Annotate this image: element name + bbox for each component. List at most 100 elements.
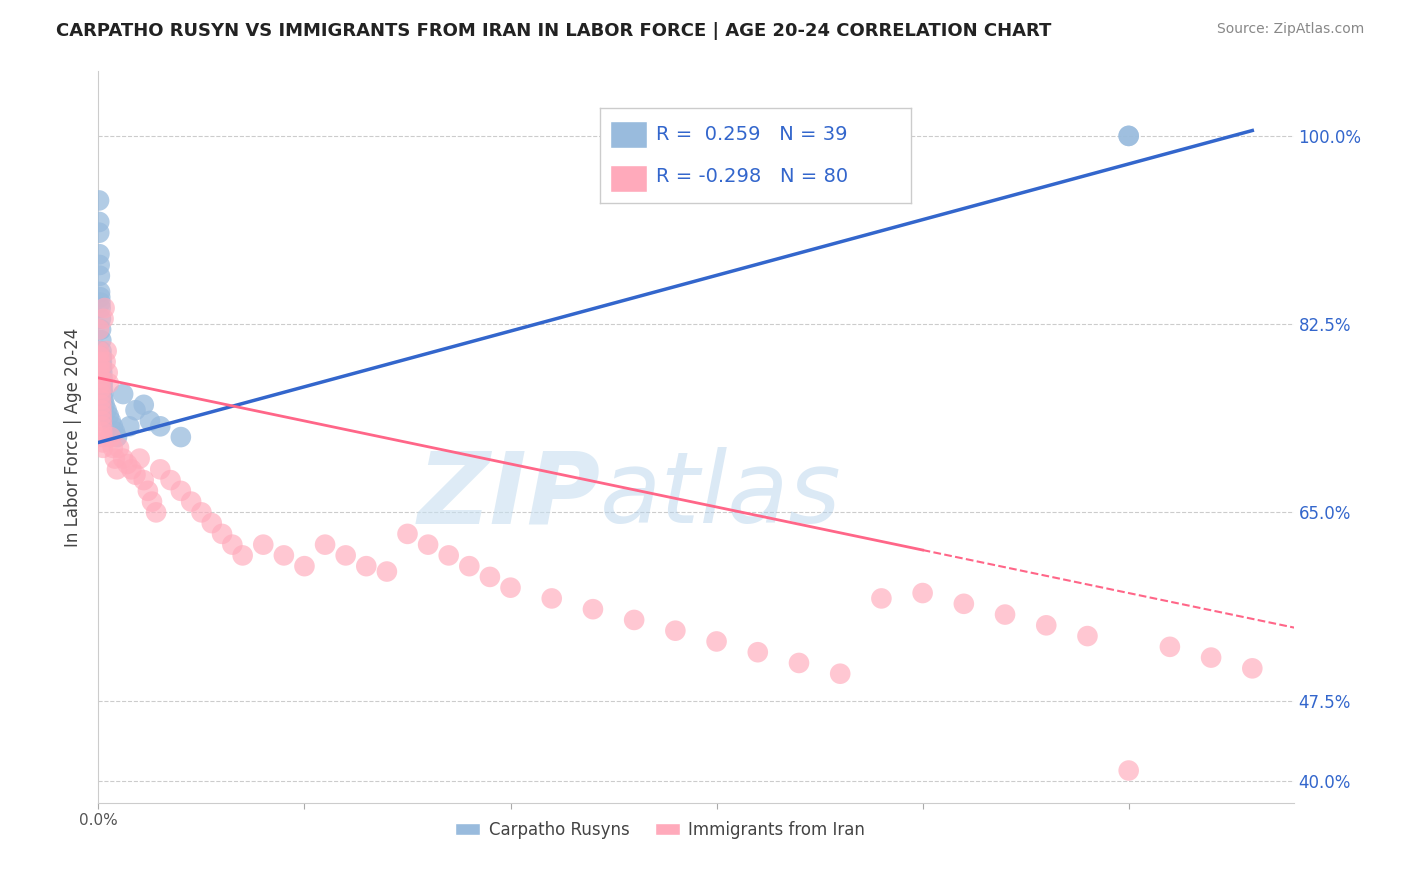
Point — [89, 295, 111, 310]
Point — [90, 355, 112, 369]
Point — [97, 376, 120, 391]
Point — [870, 591, 893, 606]
Point — [90, 392, 112, 407]
Point — [117, 457, 139, 471]
Point — [124, 403, 146, 417]
Point — [128, 451, 150, 466]
Point — [221, 538, 243, 552]
Point — [994, 607, 1017, 622]
Point — [91, 441, 114, 455]
Point — [211, 527, 233, 541]
Point — [170, 430, 193, 444]
Point — [87, 194, 110, 208]
Point — [91, 419, 114, 434]
Point — [1199, 650, 1222, 665]
Point — [101, 419, 124, 434]
Point — [141, 494, 163, 508]
Point — [252, 538, 274, 552]
Point — [89, 371, 111, 385]
Point — [145, 505, 167, 519]
Point — [90, 350, 112, 364]
Point — [149, 419, 172, 434]
Point — [108, 441, 131, 455]
Point — [90, 344, 112, 359]
Point — [101, 441, 124, 455]
Text: ZIP: ZIP — [418, 447, 600, 544]
Point — [90, 333, 112, 347]
Point — [90, 382, 112, 396]
Point — [623, 613, 645, 627]
Point — [416, 538, 439, 552]
Point — [89, 355, 111, 369]
Point — [1118, 128, 1140, 143]
Point — [89, 360, 111, 375]
Point — [90, 322, 112, 336]
Point — [112, 387, 135, 401]
Point — [89, 376, 111, 391]
Point — [112, 451, 135, 466]
Point — [93, 392, 115, 407]
Point — [90, 301, 112, 315]
Point — [132, 398, 155, 412]
Point — [911, 586, 934, 600]
Point — [100, 430, 122, 444]
Point — [396, 527, 419, 541]
Point — [478, 570, 501, 584]
Point — [582, 602, 605, 616]
Point — [105, 430, 128, 444]
Point — [437, 549, 460, 563]
Point — [1076, 629, 1098, 643]
Y-axis label: In Labor Force | Age 20-24: In Labor Force | Age 20-24 — [65, 327, 83, 547]
Point — [89, 247, 111, 261]
Point — [91, 387, 114, 401]
Point — [1241, 661, 1264, 675]
Point — [1118, 764, 1140, 778]
Point — [136, 483, 159, 498]
Point — [664, 624, 686, 638]
Point — [89, 350, 111, 364]
Text: CARPATHO RUSYN VS IMMIGRANTS FROM IRAN IN LABOR FORCE | AGE 20-24 CORRELATION CH: CARPATHO RUSYN VS IMMIGRANTS FROM IRAN I… — [56, 22, 1052, 40]
Point — [201, 516, 224, 530]
Point — [787, 656, 810, 670]
Point — [93, 398, 115, 412]
Point — [91, 435, 114, 450]
Point — [118, 419, 141, 434]
Point — [1118, 128, 1140, 143]
Point — [90, 403, 112, 417]
Point — [180, 494, 202, 508]
Point — [89, 258, 111, 272]
Point — [91, 366, 114, 380]
Point — [190, 505, 212, 519]
Point — [97, 366, 120, 380]
Point — [89, 285, 111, 299]
Text: Source: ZipAtlas.com: Source: ZipAtlas.com — [1216, 22, 1364, 37]
Point — [91, 376, 114, 391]
Point — [89, 344, 111, 359]
Point — [273, 549, 295, 563]
Point — [499, 581, 522, 595]
Point — [100, 414, 122, 428]
Point — [89, 268, 111, 283]
Point — [96, 403, 118, 417]
Point — [91, 430, 114, 444]
Point — [89, 215, 111, 229]
Point — [90, 311, 112, 326]
Point — [89, 226, 111, 240]
Point — [90, 409, 112, 423]
Point — [91, 382, 114, 396]
Point — [91, 371, 114, 385]
Legend: Carpatho Rusyns, Immigrants from Iran: Carpatho Rusyns, Immigrants from Iran — [449, 814, 872, 846]
Point — [90, 387, 112, 401]
Point — [1035, 618, 1057, 632]
Point — [314, 538, 336, 552]
Point — [91, 360, 114, 375]
Point — [89, 290, 111, 304]
Point — [124, 467, 146, 482]
Point — [87, 322, 110, 336]
Point — [149, 462, 172, 476]
Point — [375, 565, 398, 579]
Point — [91, 425, 114, 439]
Point — [90, 398, 112, 412]
Point — [89, 366, 111, 380]
Text: atlas: atlas — [600, 447, 842, 544]
